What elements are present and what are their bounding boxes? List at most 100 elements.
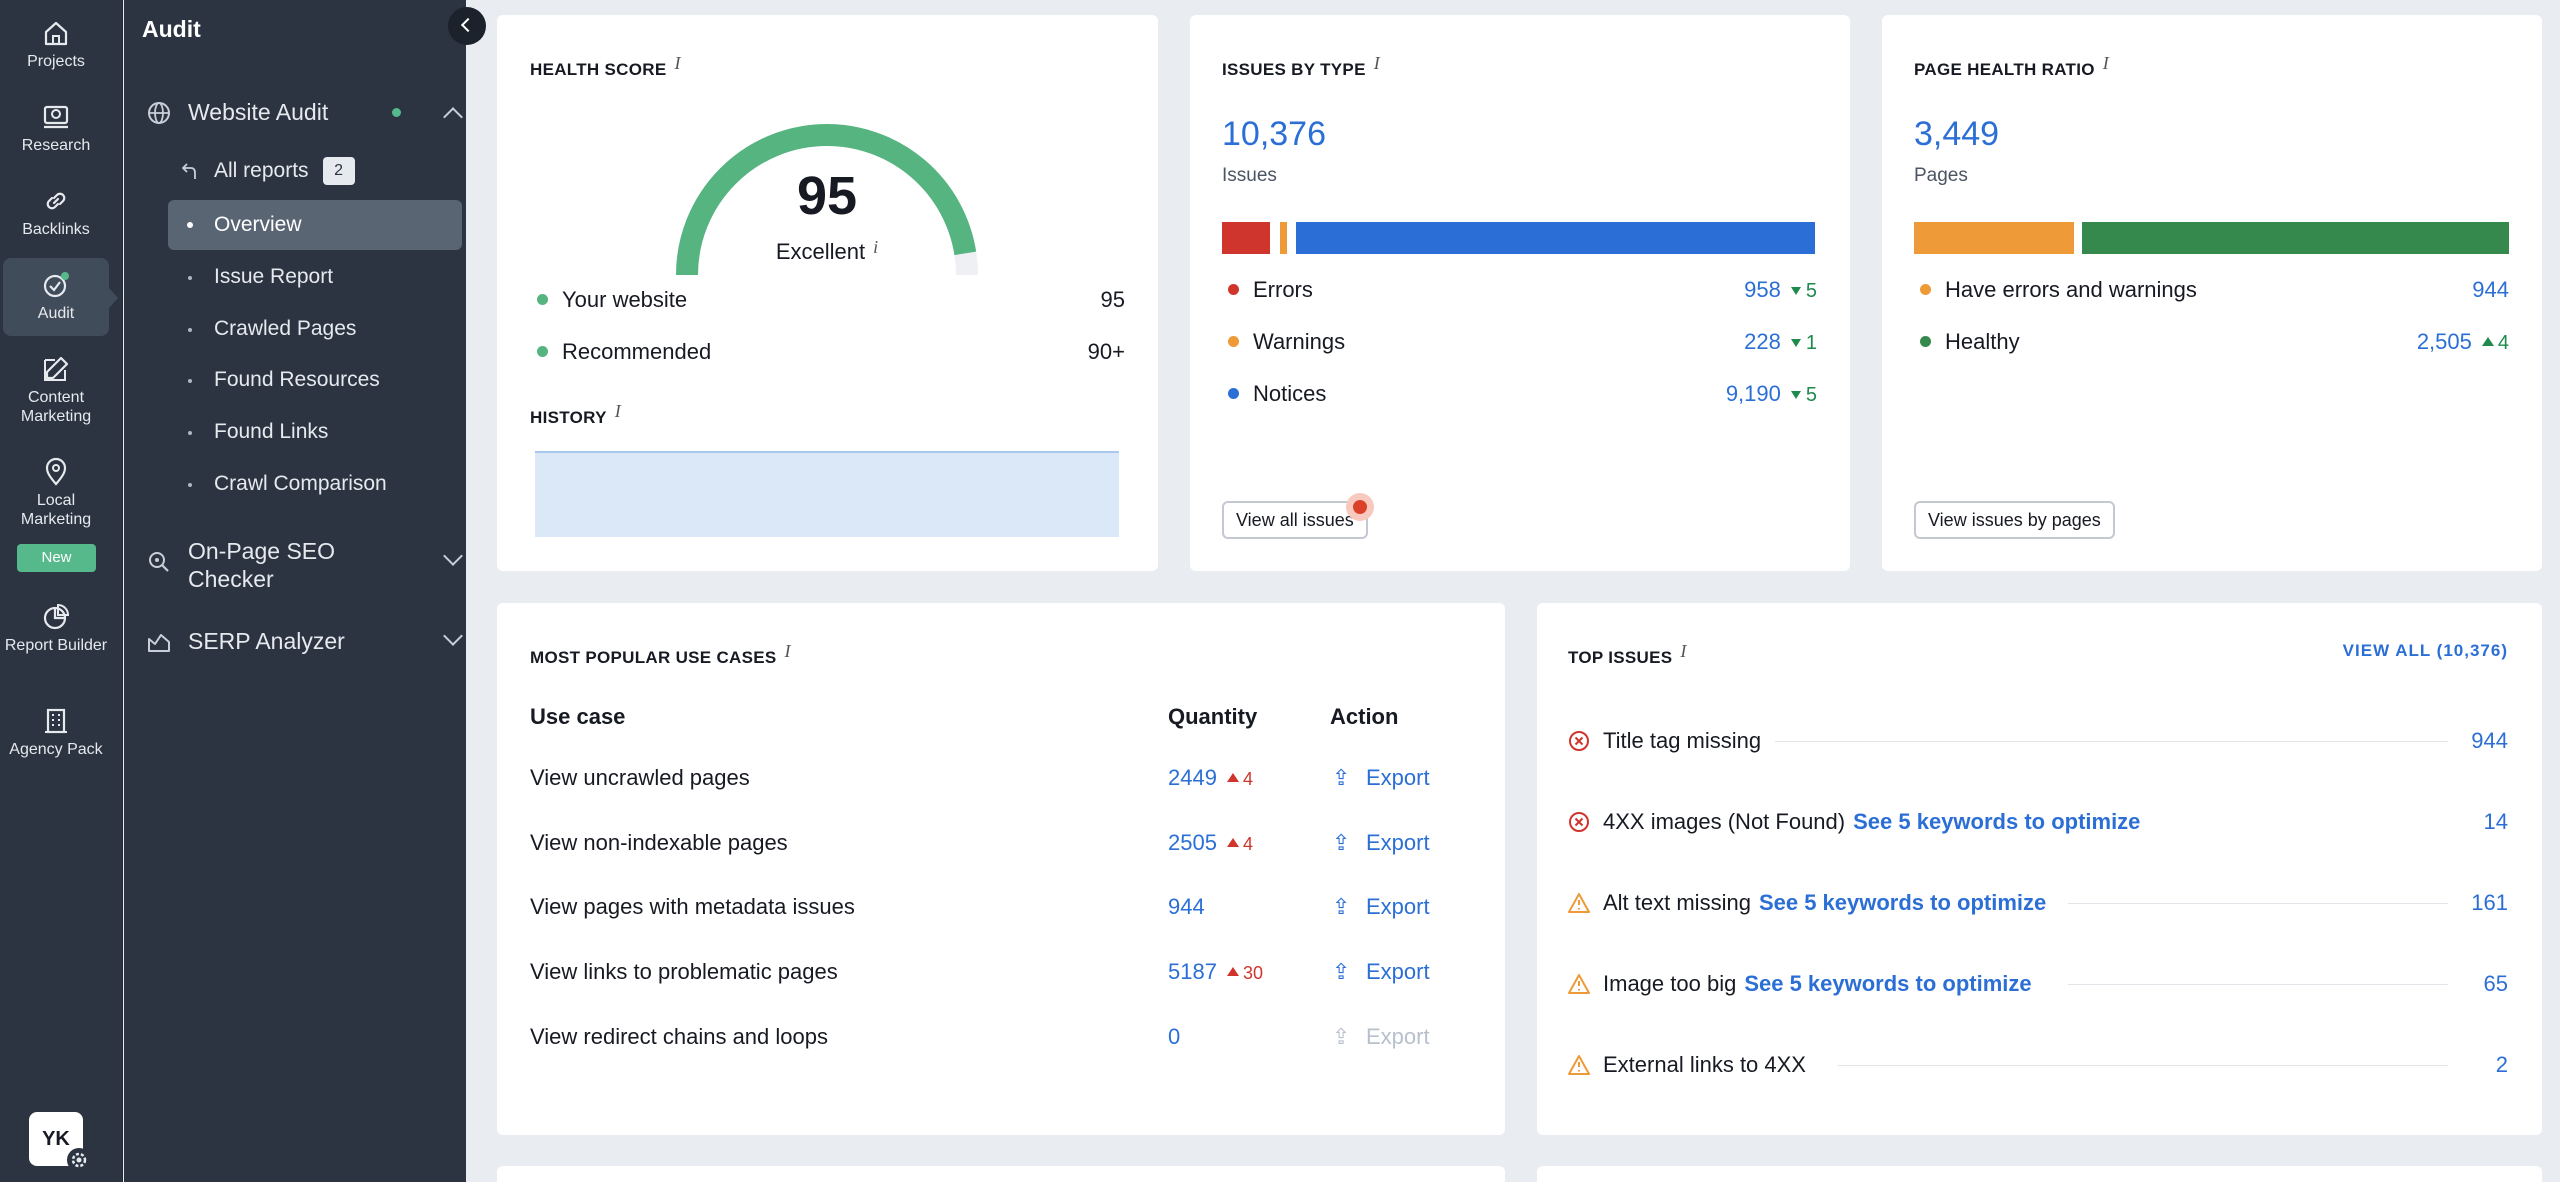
use-case-label: View non-indexable pages <box>530 830 788 855</box>
sidebar-item-found-resources[interactable]: Found Resources <box>168 355 462 405</box>
health-score-label: Excellent i <box>775 237 879 264</box>
sidebar-item-overview[interactable]: Overview <box>168 200 462 250</box>
avatar-initials: YK <box>42 1128 70 1150</box>
pages-total-label: Pages <box>1914 165 1968 186</box>
issues-total[interactable]: 10,376 <box>1222 115 1326 153</box>
notices-value[interactable]: 9,190 5 <box>1725 381 1817 406</box>
sidebar-item-found-links[interactable]: Found Links <box>168 407 462 457</box>
status-dot <box>392 108 401 117</box>
next-card-partial <box>497 1166 1505 1182</box>
export-button[interactable]: ⇪ Export <box>1332 959 1430 984</box>
chevron-down-icon[interactable] <box>443 546 463 566</box>
legend-dot <box>1228 336 1239 347</box>
rail-item-audit[interactable]: Audit <box>3 258 109 336</box>
notices-bar[interactable] <box>1296 222 1815 254</box>
export-button[interactable]: ⇪ Export <box>1332 830 1430 855</box>
healthy-value[interactable]: 2,505 4 <box>2416 329 2509 354</box>
rail-item-agency-pack[interactable]: Agency Pack <box>3 706 109 782</box>
sidebar-title: Audit <box>142 16 201 42</box>
info-icon[interactable]: i <box>674 53 681 73</box>
bullet <box>188 276 192 280</box>
view-all-link[interactable]: VIEW ALL (10,376) <box>2342 641 2508 660</box>
sidebar-item-issue-report[interactable]: Issue Report <box>168 252 462 302</box>
card-title: ISSUES BY TYPE i <box>1222 53 1381 79</box>
errors-value[interactable]: 958 5 <box>1744 277 1817 302</box>
rail-item-content-marketing[interactable]: Content Marketing <box>3 354 109 430</box>
issue-count[interactable]: 944 <box>2459 721 2508 761</box>
warnings-value[interactable]: 228 1 <box>1744 329 1817 354</box>
rail-item-report-builder[interactable]: Report Builder <box>3 602 109 678</box>
next-card-partial <box>1537 1166 2542 1182</box>
issue-count[interactable]: 2 <box>2483 1045 2508 1085</box>
keywords-link[interactable]: See 5 keywords to optimize <box>1744 971 2032 996</box>
rail-label: Local Marketing <box>20 492 92 528</box>
sidebar-item-crawled-pages[interactable]: Crawled Pages <box>168 304 462 354</box>
healthy-bar[interactable] <box>2082 222 2509 254</box>
warning-icon <box>1568 974 1590 994</box>
top-issue-row[interactable]: Title tag missing 944 <box>1568 721 2508 761</box>
top-issue-row[interactable]: 4XX images (Not Found) See 5 keywords to … <box>1568 802 2508 842</box>
rail-item-local-marketing[interactable]: Local Marketing <box>3 457 109 533</box>
use-case-qty[interactable]: 2505 4 <box>1168 830 1253 855</box>
legend-dot <box>537 346 548 357</box>
warnings-bar[interactable] <box>1280 222 1287 254</box>
view-all-issues-button[interactable]: View all issues <box>1222 501 1368 539</box>
top-issue-row[interactable]: Alt text missing See 5 keywords to optimi… <box>1568 883 2508 923</box>
top-issue-row[interactable]: Image too big See 5 keywords to optimize … <box>1568 964 2508 1004</box>
sidebar-item-label: Crawled Pages <box>214 317 357 340</box>
sidebar-item-all-reports[interactable]: All reports 2 <box>168 146 462 196</box>
issue-count[interactable]: 161 <box>2459 883 2508 923</box>
legend-dot <box>1228 388 1239 399</box>
notification-dot <box>1346 493 1374 521</box>
chevron-up-icon[interactable] <box>443 107 463 127</box>
issues-by-type-card: ISSUES BY TYPE i 10,376 Issues Errors 958… <box>1190 15 1850 571</box>
keywords-link[interactable]: See 5 keywords to optimize <box>1853 809 2141 834</box>
rail-label: Audit <box>37 305 75 322</box>
keywords-link[interactable]: See 5 keywords to optimize <box>1758 890 2047 915</box>
export-button[interactable]: ⇪ Export <box>1332 765 1430 790</box>
legend-dot <box>1228 284 1239 295</box>
col-use-case: Use case <box>530 704 626 729</box>
issue-count[interactable]: 14 <box>2471 802 2508 842</box>
avatar[interactable]: YK <box>29 1112 91 1172</box>
pages-total[interactable]: 3,449 <box>1914 115 2000 153</box>
use-case-label: View links to problematic pages <box>530 959 838 984</box>
use-case-qty[interactable]: 0 <box>1168 1024 1181 1049</box>
history-title: HISTORY i <box>530 401 622 427</box>
building-icon <box>45 708 67 734</box>
chevron-down-icon[interactable] <box>443 626 463 646</box>
issue-label: 4XX images (Not Found) <box>1603 809 1846 834</box>
rail-item-research[interactable]: Research <box>3 102 109 160</box>
audit-sidebar: Audit Website Audit All reports 2 Overvie… <box>124 0 466 1182</box>
rail-item-projects[interactable]: Projects <box>3 18 109 76</box>
view-issues-by-pages-button[interactable]: View issues by pages <box>1914 501 2115 539</box>
collapse-sidebar-button[interactable] <box>448 7 486 45</box>
error-icon <box>1569 731 1589 751</box>
legend-warnings: Warnings <box>1228 327 1345 357</box>
issue-label: External links to 4XX <box>1603 1052 1806 1077</box>
legend-dot <box>1920 336 1931 347</box>
history-chart[interactable] <box>535 451 1119 537</box>
use-case-qty[interactable]: 5187 30 <box>1168 959 1263 984</box>
issue-label: Title tag missing <box>1603 728 1762 753</box>
sidebar-item-label: SERP Analyzer <box>188 628 345 654</box>
errors-warnings-value[interactable]: 944 <box>2472 277 2509 302</box>
export-button[interactable]: ⇪ Export <box>1332 894 1430 919</box>
top-issue-row[interactable]: External links to 4XX 2 <box>1568 1045 2508 1085</box>
export-icon: ⇪ <box>1332 830 1351 855</box>
gear-icon <box>67 1148 91 1172</box>
your-website-value: 95 <box>1100 287 1125 312</box>
warning-icon <box>1568 893 1590 913</box>
link-icon <box>46 192 66 210</box>
errors-warnings-bar[interactable] <box>1914 222 2074 254</box>
use-case-qty[interactable]: 2449 4 <box>1168 765 1253 790</box>
issues-total-label: Issues <box>1222 165 1277 186</box>
rail-item-backlinks[interactable]: Backlinks <box>3 186 109 244</box>
errors-bar[interactable] <box>1222 222 1270 254</box>
sidebar-item-crawl-comparison[interactable]: Crawl Comparison <box>168 459 462 509</box>
use-case-label: View pages with metadata issues <box>530 894 855 919</box>
issue-count[interactable]: 65 <box>2471 964 2508 1004</box>
use-case-qty[interactable]: 944 <box>1168 894 1205 919</box>
home-icon <box>44 21 68 46</box>
error-icon <box>1569 812 1589 832</box>
